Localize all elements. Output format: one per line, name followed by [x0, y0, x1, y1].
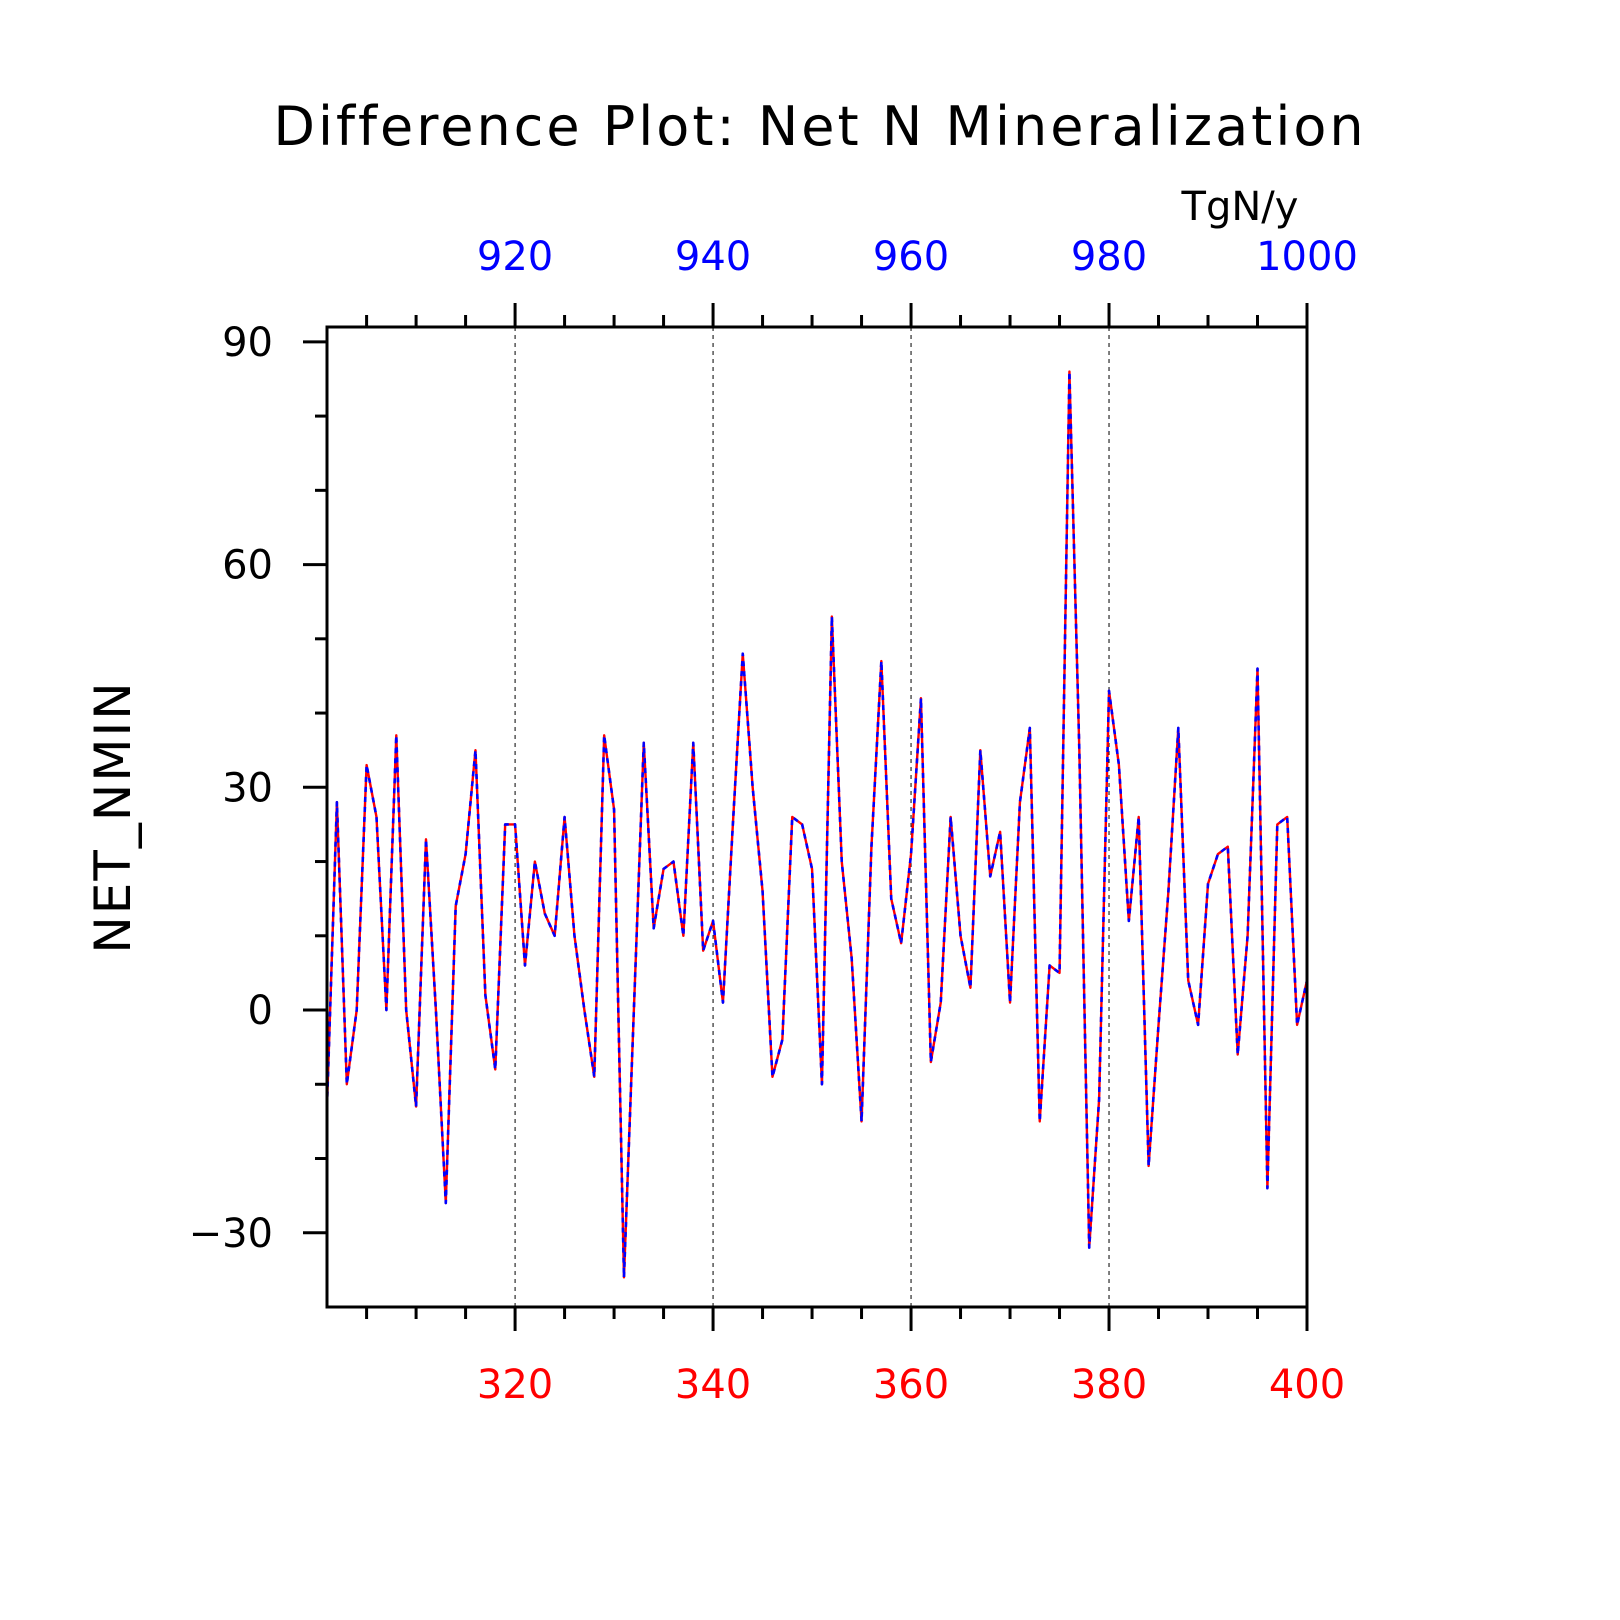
y-tick-label: 0 — [248, 988, 273, 1034]
x-bottom-tick-label: 360 — [873, 1362, 949, 1408]
series-line-blue — [325, 370, 1309, 1279]
series-line-red — [325, 370, 1309, 1279]
y-tick-label: 30 — [222, 765, 273, 811]
y-tick-label: 60 — [222, 543, 273, 589]
y-axis-label: NET_NMIN — [84, 680, 142, 953]
axis-ticks — [303, 303, 1309, 1331]
x-bottom-tick-label: 400 — [1269, 1362, 1345, 1408]
series-lines — [325, 370, 1309, 1279]
units-label: TgN/y — [1181, 184, 1299, 230]
y-tick-label: −30 — [189, 1211, 273, 1257]
x-top-tick-label: 920 — [477, 234, 553, 280]
y-tick-label: 90 — [222, 320, 273, 366]
grid-lines — [514, 327, 1110, 1307]
x-bottom-tick-label: 380 — [1071, 1362, 1147, 1408]
x-bottom-tick-label: 320 — [477, 1362, 553, 1408]
x-top-tick-label: 1000 — [1256, 234, 1358, 280]
tick-labels: −30 0 30 60 90 320 340 360 380 400 920 940 960 980 100… — [189, 234, 1358, 1408]
x-top-tick-label: 980 — [1071, 234, 1147, 280]
x-bottom-tick-label: 340 — [675, 1362, 751, 1408]
chart-title: Difference Plot: Net N Mineralization — [273, 95, 1366, 158]
x-top-tick-label: 960 — [873, 234, 949, 280]
x-top-tick-label: 940 — [675, 234, 751, 280]
plot-frame — [325, 325, 1309, 1309]
